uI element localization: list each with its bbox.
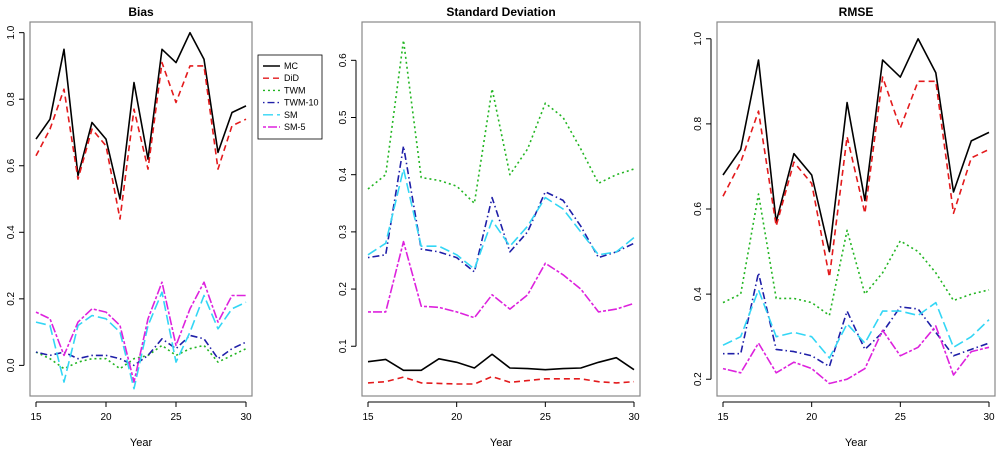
x-axis: 15 20 25 30 <box>362 401 640 423</box>
legend: MC DiD TWM TWM-10 SM SM-5 <box>257 54 323 140</box>
x-tick-label: 25 <box>170 412 182 423</box>
chart-title: Standard Deviation <box>446 5 555 19</box>
series-line <box>722 76 990 278</box>
series-line <box>35 61 247 220</box>
series-line <box>722 289 990 359</box>
legend-label: MC <box>284 61 298 71</box>
x-axis: 15 20 25 30 <box>717 401 995 423</box>
y-tick-label: 0.4 <box>6 225 17 239</box>
chart-panel: RMSE Year 15 20 25 30 0.2 0.4 0.6 0.8 1.0 <box>693 5 996 449</box>
x-tick-label: 25 <box>540 412 552 423</box>
legend-label: TWM-10 <box>284 98 319 108</box>
plot-frame <box>29 21 253 397</box>
legend-label: DiD <box>284 73 299 83</box>
y-axis: 0.1 0.2 0.3 0.4 0.5 0.6 <box>338 53 357 353</box>
series-line <box>722 37 990 253</box>
x-axis: 15 20 25 30 <box>30 401 252 423</box>
series-line <box>35 31 247 200</box>
x-tick-label: 25 <box>895 412 907 423</box>
series-line <box>368 240 635 319</box>
chart-title: Bias <box>128 5 154 19</box>
x-tick-label: 20 <box>100 412 112 423</box>
x-tick-label: 20 <box>451 412 463 423</box>
y-tick-label: 0.5 <box>338 110 349 124</box>
plot-frame <box>361 21 641 397</box>
series-line <box>367 353 635 372</box>
series-line <box>367 168 635 270</box>
y-tick-label: 0.8 <box>693 116 704 130</box>
y-tick-label: 0.6 <box>6 158 17 172</box>
y-tick-label: 0.1 <box>338 339 349 353</box>
legend-label: SM-5 <box>284 122 306 132</box>
x-axis-label: Year <box>845 437 868 449</box>
x-tick-label: 30 <box>240 412 252 423</box>
series-line <box>35 344 247 370</box>
legend-box <box>257 54 323 140</box>
legend-label: TWM <box>284 85 306 95</box>
x-tick-label: 30 <box>628 412 640 423</box>
series-line <box>723 271 990 368</box>
y-tick-label: 0.2 <box>6 291 17 305</box>
y-axis: 0.2 0.4 0.6 0.8 1.0 <box>693 31 712 386</box>
y-axis: 0.0 0.2 0.4 0.6 0.8 1.0 <box>6 25 25 372</box>
x-tick-label: 15 <box>362 412 374 423</box>
y-tick-label: 0.8 <box>6 92 17 106</box>
series-line <box>367 39 635 205</box>
x-axis-label: Year <box>490 437 513 449</box>
y-tick-label: 1.0 <box>693 31 704 45</box>
series-line <box>35 291 247 390</box>
legend-label: SM <box>284 110 298 120</box>
series-line <box>367 145 635 273</box>
x-axis-label: Year <box>130 437 153 449</box>
x-tick-label: 20 <box>806 412 818 423</box>
x-tick-label: 15 <box>717 412 729 423</box>
y-tick-label: 0.2 <box>693 372 704 386</box>
y-tick-label: 0.4 <box>338 167 349 181</box>
x-tick-label: 30 <box>983 412 995 423</box>
series-line <box>367 375 635 385</box>
chart-panel: Bias Year 15 20 25 30 0.0 0.2 0.4 0.6 0.8 1.0 <box>6 5 253 449</box>
y-tick-label: 0.6 <box>338 53 349 67</box>
y-tick-label: 0.2 <box>338 282 349 296</box>
chart-title: RMSE <box>839 5 874 19</box>
x-tick-label: 15 <box>30 412 42 423</box>
y-tick-label: 0.0 <box>6 358 17 372</box>
series-line <box>722 325 990 385</box>
y-tick-label: 0.6 <box>693 202 704 216</box>
y-tick-label: 0.3 <box>338 224 349 238</box>
series-line <box>722 193 990 317</box>
series-line <box>35 281 246 383</box>
y-tick-label: 0.4 <box>693 287 704 301</box>
plot-frame <box>716 21 996 397</box>
y-tick-label: 1.0 <box>6 25 17 39</box>
